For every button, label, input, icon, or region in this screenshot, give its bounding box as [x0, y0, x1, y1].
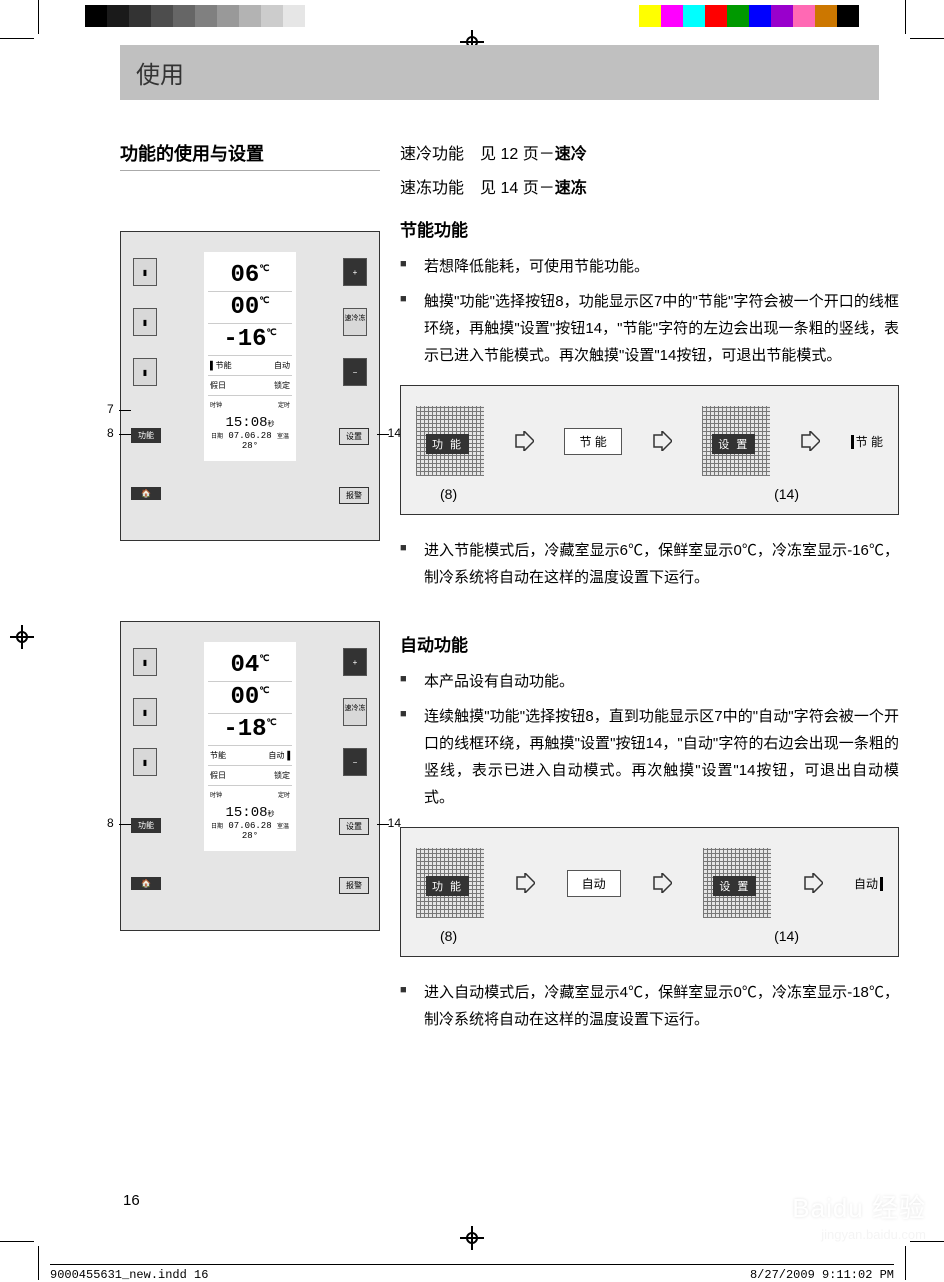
diagram-num: (8) — [440, 486, 457, 502]
minus-button: − — [343, 358, 367, 386]
func-button: 功能 — [131, 818, 161, 833]
fast-button: 速冷冻 — [343, 308, 367, 336]
dot-panel-set: 设 置 — [702, 406, 770, 476]
temp-fridge: 04 — [231, 652, 260, 679]
mode-label: 节 能 — [564, 428, 621, 455]
panel-button: ▮ — [133, 358, 157, 386]
ref-cooling: 速冷功能 见 12 页－速冷 — [400, 140, 899, 164]
temp-freezer: -16 — [223, 326, 266, 353]
alarm-button: 报警 — [339, 877, 369, 894]
bullet-text: 本产品设有自动功能。 — [400, 668, 899, 695]
plus-button: + — [343, 258, 367, 286]
panel-button: ▮ — [133, 698, 157, 726]
home-button: 🏠 — [131, 877, 161, 890]
mode-label: 自动 — [567, 870, 621, 897]
callout-7: 7 — [107, 402, 114, 416]
ref-freezing: 速冻功能 见 14 页－速冻 — [400, 174, 899, 198]
watermark-url: jingyan.baidu.com — [821, 1227, 926, 1242]
diagram-num: (14) — [774, 486, 799, 502]
panel-button: ▮ — [133, 648, 157, 676]
bullet-text: 若想降低能耗，可使用节能功能。 — [400, 253, 899, 280]
heading-auto: 自动功能 — [400, 631, 899, 656]
set-button: 设置 — [339, 818, 369, 835]
arrow-right-icon — [800, 431, 820, 451]
arrow-right-icon — [803, 873, 823, 893]
color-calibration-bar — [5, 5, 939, 27]
section-header: 使用 — [120, 45, 879, 100]
diagram-auto: 功 能 自动 设 置 自动 (8) (14) — [400, 827, 899, 957]
panel-button: ▮ — [133, 258, 157, 286]
minus-button: − — [343, 748, 367, 776]
func-button: 功能 — [131, 428, 161, 443]
home-button: 🏠 — [131, 487, 161, 500]
panel-button: ▮ — [133, 308, 157, 336]
fast-button: 速冷冻 — [343, 698, 367, 726]
diagram-num: (8) — [440, 928, 457, 944]
diagram-eco: 功 能 节 能 设 置 节 能 (8) (14) — [400, 385, 899, 515]
page-number: 16 — [123, 1192, 140, 1209]
bullet-text: 连续触摸"功能"选择按钮8，直到功能显示区7中的"自动"字符会被一个开口的线框环… — [400, 703, 899, 811]
arrow-right-icon — [514, 431, 534, 451]
alarm-button: 报警 — [339, 487, 369, 504]
registration-mark — [460, 1226, 484, 1250]
result-label: 节 能 — [851, 433, 883, 450]
temp-fridge: 06 — [231, 262, 260, 289]
callout-8: 8 — [107, 816, 114, 830]
arrow-right-icon — [515, 873, 535, 893]
plus-button: + — [343, 648, 367, 676]
registration-mark — [10, 625, 34, 649]
bullet-text: 进入节能模式后，冷藏室显示6℃，保鲜室显示0℃，冷冻室显示-16℃，制冷系统将自… — [400, 537, 899, 591]
callout-14: 14 — [388, 426, 401, 440]
bullet-text: 触摸"功能"选择按钮8，功能显示区7中的"节能"字符会被一个开口的线框环绕，再触… — [400, 288, 899, 369]
heading-eco: 节能功能 — [400, 216, 899, 241]
result-label: 自动 — [854, 875, 883, 892]
arrow-right-icon — [652, 873, 672, 893]
panel-button: ▮ — [133, 748, 157, 776]
dot-panel-set: 设 置 — [703, 848, 771, 918]
dot-panel-func: 功 能 — [416, 406, 484, 476]
page-title: 使用 — [136, 55, 863, 90]
lcd-display: 06℃ 00℃ -16℃ ▌节能自动 假日锁定 时钟定时 15:08秒 日期 0… — [204, 252, 296, 461]
time-display: 15:08 — [225, 415, 267, 431]
temp-fresh: 00 — [231, 294, 260, 321]
lcd-display: 04℃ 00℃ -18℃ 节能自动▐ 假日锁定 时钟定时 15:08秒 日期 0… — [204, 642, 296, 851]
diagram-num: (14) — [774, 928, 799, 944]
temp-freezer: -18 — [223, 716, 266, 743]
watermark: Baidu 经验 — [792, 1188, 926, 1225]
subsection-title: 功能的使用与设置 — [120, 140, 380, 171]
control-panel-figure-2: ▮ ▮ ▮ + 速冷冻 − 功能 设置 🏠 报警 04℃ 00℃ -18℃ 节能… — [120, 621, 380, 931]
callout-14: 14 — [388, 816, 401, 830]
callout-8: 8 — [107, 426, 114, 440]
control-panel-figure-1: ▮ ▮ ▮ + 速冷冻 − 功能 设置 🏠 报警 06℃ 00℃ -16℃ ▌节… — [120, 231, 380, 541]
temp-fresh: 00 — [231, 684, 260, 711]
dot-panel-func: 功 能 — [416, 848, 484, 918]
arrow-right-icon — [652, 431, 672, 451]
bullet-text: 进入自动模式后，冷藏室显示4℃，保鲜室显示0℃，冷冻室显示-18℃，制冷系统将自… — [400, 979, 899, 1033]
time-display: 15:08 — [225, 805, 267, 821]
set-button: 设置 — [339, 428, 369, 445]
